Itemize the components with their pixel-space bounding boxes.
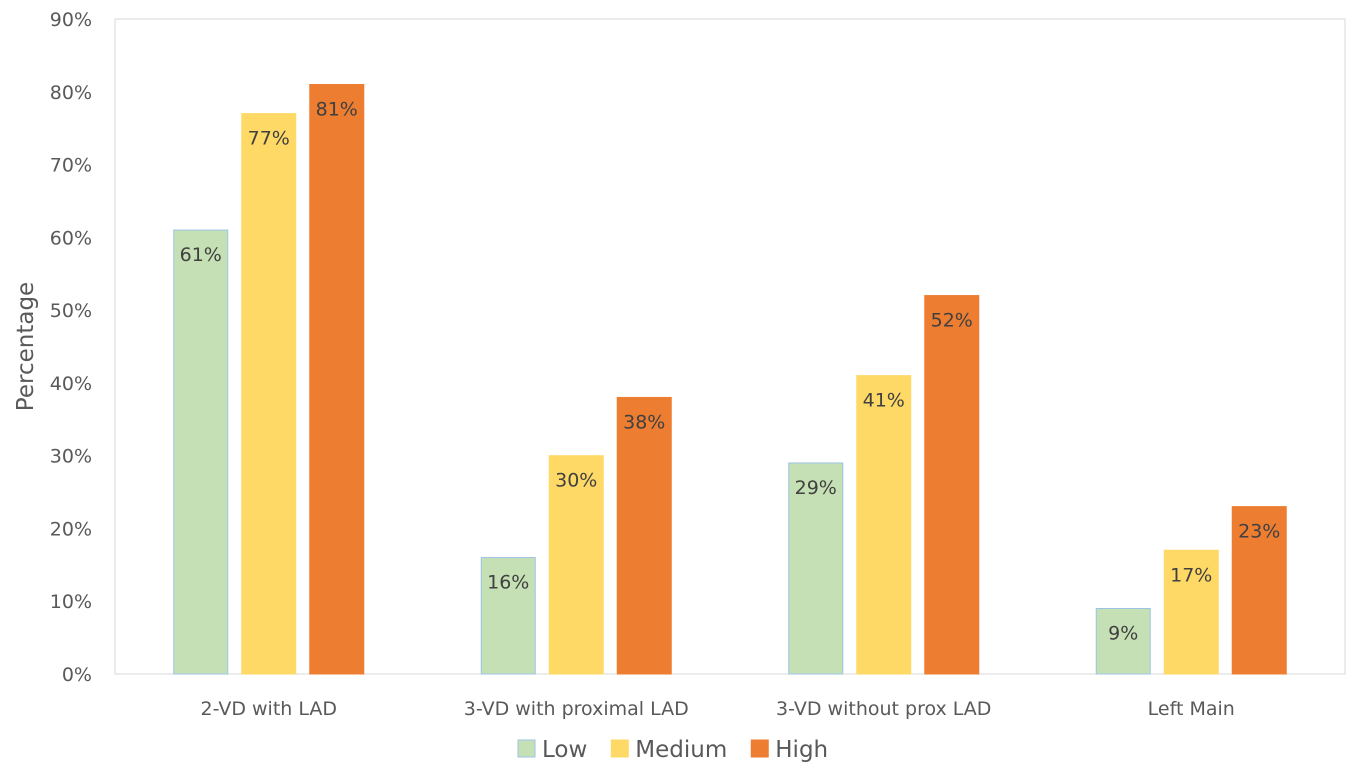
x-axis-categories: 2-VD with LAD 3-VD with proximal LAD 3-VD …	[201, 698, 1235, 720]
bar-low	[1095, 608, 1151, 675]
y-tick-label: 80%	[50, 82, 92, 104]
y-axis-ticks: 0% 10% 20% 30% 40% 50% 60% 70% 80% 90%	[50, 9, 92, 686]
y-tick-label: 20%	[50, 518, 92, 540]
y-tick-label: 70%	[50, 155, 92, 177]
data-label: 16%	[487, 572, 529, 594]
legend-swatch-medium	[610, 739, 629, 758]
data-label: 23%	[1238, 521, 1280, 543]
bar-medium	[856, 375, 912, 675]
data-label: 52%	[931, 310, 973, 332]
legend-swatch-high	[750, 739, 769, 758]
data-label: 77%	[248, 128, 290, 150]
bar-medium	[548, 455, 604, 675]
category-label: 2-VD with LAD	[201, 698, 338, 720]
data-label: 9%	[1108, 623, 1138, 645]
bar-high	[924, 295, 980, 675]
data-labels: 61% 77% 81% 16% 30% 38% 29% 41% 52% 9% 17% 23%	[180, 99, 1281, 645]
y-tick-label: 30%	[50, 446, 92, 468]
y-tick-label: 40%	[50, 373, 92, 395]
y-tick-label: 60%	[50, 227, 92, 249]
bar-high	[309, 84, 365, 675]
data-label: 61%	[180, 244, 222, 266]
legend: Low Medium High	[517, 737, 828, 763]
bar-low	[480, 557, 536, 675]
bar-medium	[1163, 549, 1219, 675]
bar-high	[616, 396, 672, 675]
data-label: 17%	[1170, 564, 1212, 586]
data-label: 81%	[316, 99, 358, 121]
legend-label-medium: Medium	[635, 737, 727, 763]
category-label: Left Main	[1148, 698, 1235, 720]
bar-medium	[241, 113, 297, 675]
legend-swatch-low	[517, 739, 536, 758]
bar-high	[1231, 506, 1287, 675]
bar-low	[788, 462, 844, 675]
data-label: 30%	[555, 470, 597, 492]
y-tick-label: 50%	[50, 300, 92, 322]
legend-label-high: High	[775, 737, 828, 763]
y-axis-label: Percentage	[13, 282, 39, 411]
bar-low	[173, 229, 229, 675]
y-tick-label: 0%	[62, 664, 92, 686]
data-label: 38%	[623, 411, 665, 433]
legend-label-low: Low	[542, 737, 587, 763]
data-label: 41%	[863, 390, 905, 412]
category-label: 3-VD without prox LAD	[776, 698, 991, 720]
y-tick-label: 90%	[50, 9, 92, 31]
y-tick-label: 10%	[50, 591, 92, 613]
data-label: 29%	[795, 477, 837, 499]
plot-area-frame	[114, 18, 1346, 675]
category-label: 3-VD with proximal LAD	[464, 698, 689, 720]
bars	[173, 84, 1287, 675]
